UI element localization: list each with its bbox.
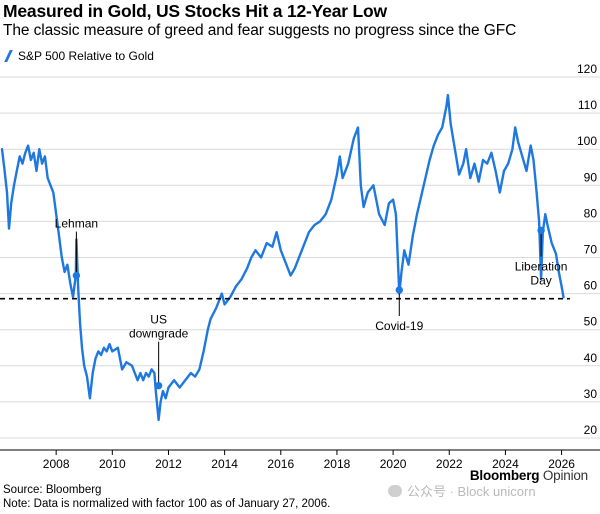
y-tick-label: 30: [584, 387, 598, 401]
footnote: Note: Data is normalized with factor 100…: [3, 498, 331, 510]
x-tick-label: 2018: [324, 457, 351, 471]
wechat-icon: [388, 484, 402, 497]
chart-subtitle: The classic measure of greed and fear su…: [3, 22, 517, 39]
y-tick-label: 90: [584, 170, 598, 184]
y-tick-label: 120: [577, 62, 597, 76]
annotation-label: Covid-19: [375, 319, 423, 333]
x-tick-label: 2022: [436, 457, 463, 471]
y-tick-label: 70: [584, 243, 598, 257]
y-tick-label: 20: [584, 423, 598, 437]
watermark-text: 公众号 · Block unicorn: [407, 484, 536, 499]
annotation-label: Liberation Day: [515, 259, 568, 287]
annotation-label: US downgrade: [129, 313, 189, 341]
annotation-marker: [537, 226, 545, 235]
x-tick-label: 2026: [548, 457, 575, 471]
legend: S&P 500 Relative to Gold: [4, 49, 154, 63]
watermark: 公众号 · Block unicorn: [388, 481, 536, 500]
y-tick-label: 110: [578, 98, 597, 112]
brand-logo: Bloomberg Opinion: [470, 468, 588, 483]
annotation-marker: [72, 271, 81, 280]
source-note: Source: Bloomberg: [3, 484, 102, 496]
brand-name: Bloomberg: [469, 468, 540, 483]
x-tick-label: 2014: [211, 457, 238, 471]
x-tick-label: 2008: [43, 457, 70, 471]
x-tick-label: 2016: [267, 457, 294, 471]
y-tick-label: 50: [584, 315, 598, 329]
x-tick-label: 2020: [380, 457, 407, 471]
x-tick-label: 2012: [155, 457, 182, 471]
x-tick-label: 2024: [492, 457, 519, 471]
annotation-marker: [395, 286, 403, 294]
y-tick-label: 60: [584, 279, 598, 293]
legend-label: S&P 500 Relative to Gold: [18, 49, 154, 63]
y-tick-label: 100: [577, 134, 597, 148]
x-tick-label: 2010: [99, 457, 126, 471]
y-tick-label: 80: [584, 206, 598, 220]
annotation-marker: [154, 381, 163, 390]
brand-suffix: Opinion: [542, 468, 588, 483]
y-tick-label: 40: [584, 351, 598, 365]
chart-title: Measured in Gold, US Stocks Hit a 12-Yea…: [3, 1, 387, 21]
annotation-label: Lehman: [55, 217, 98, 231]
series-line: [0, 93, 565, 422]
